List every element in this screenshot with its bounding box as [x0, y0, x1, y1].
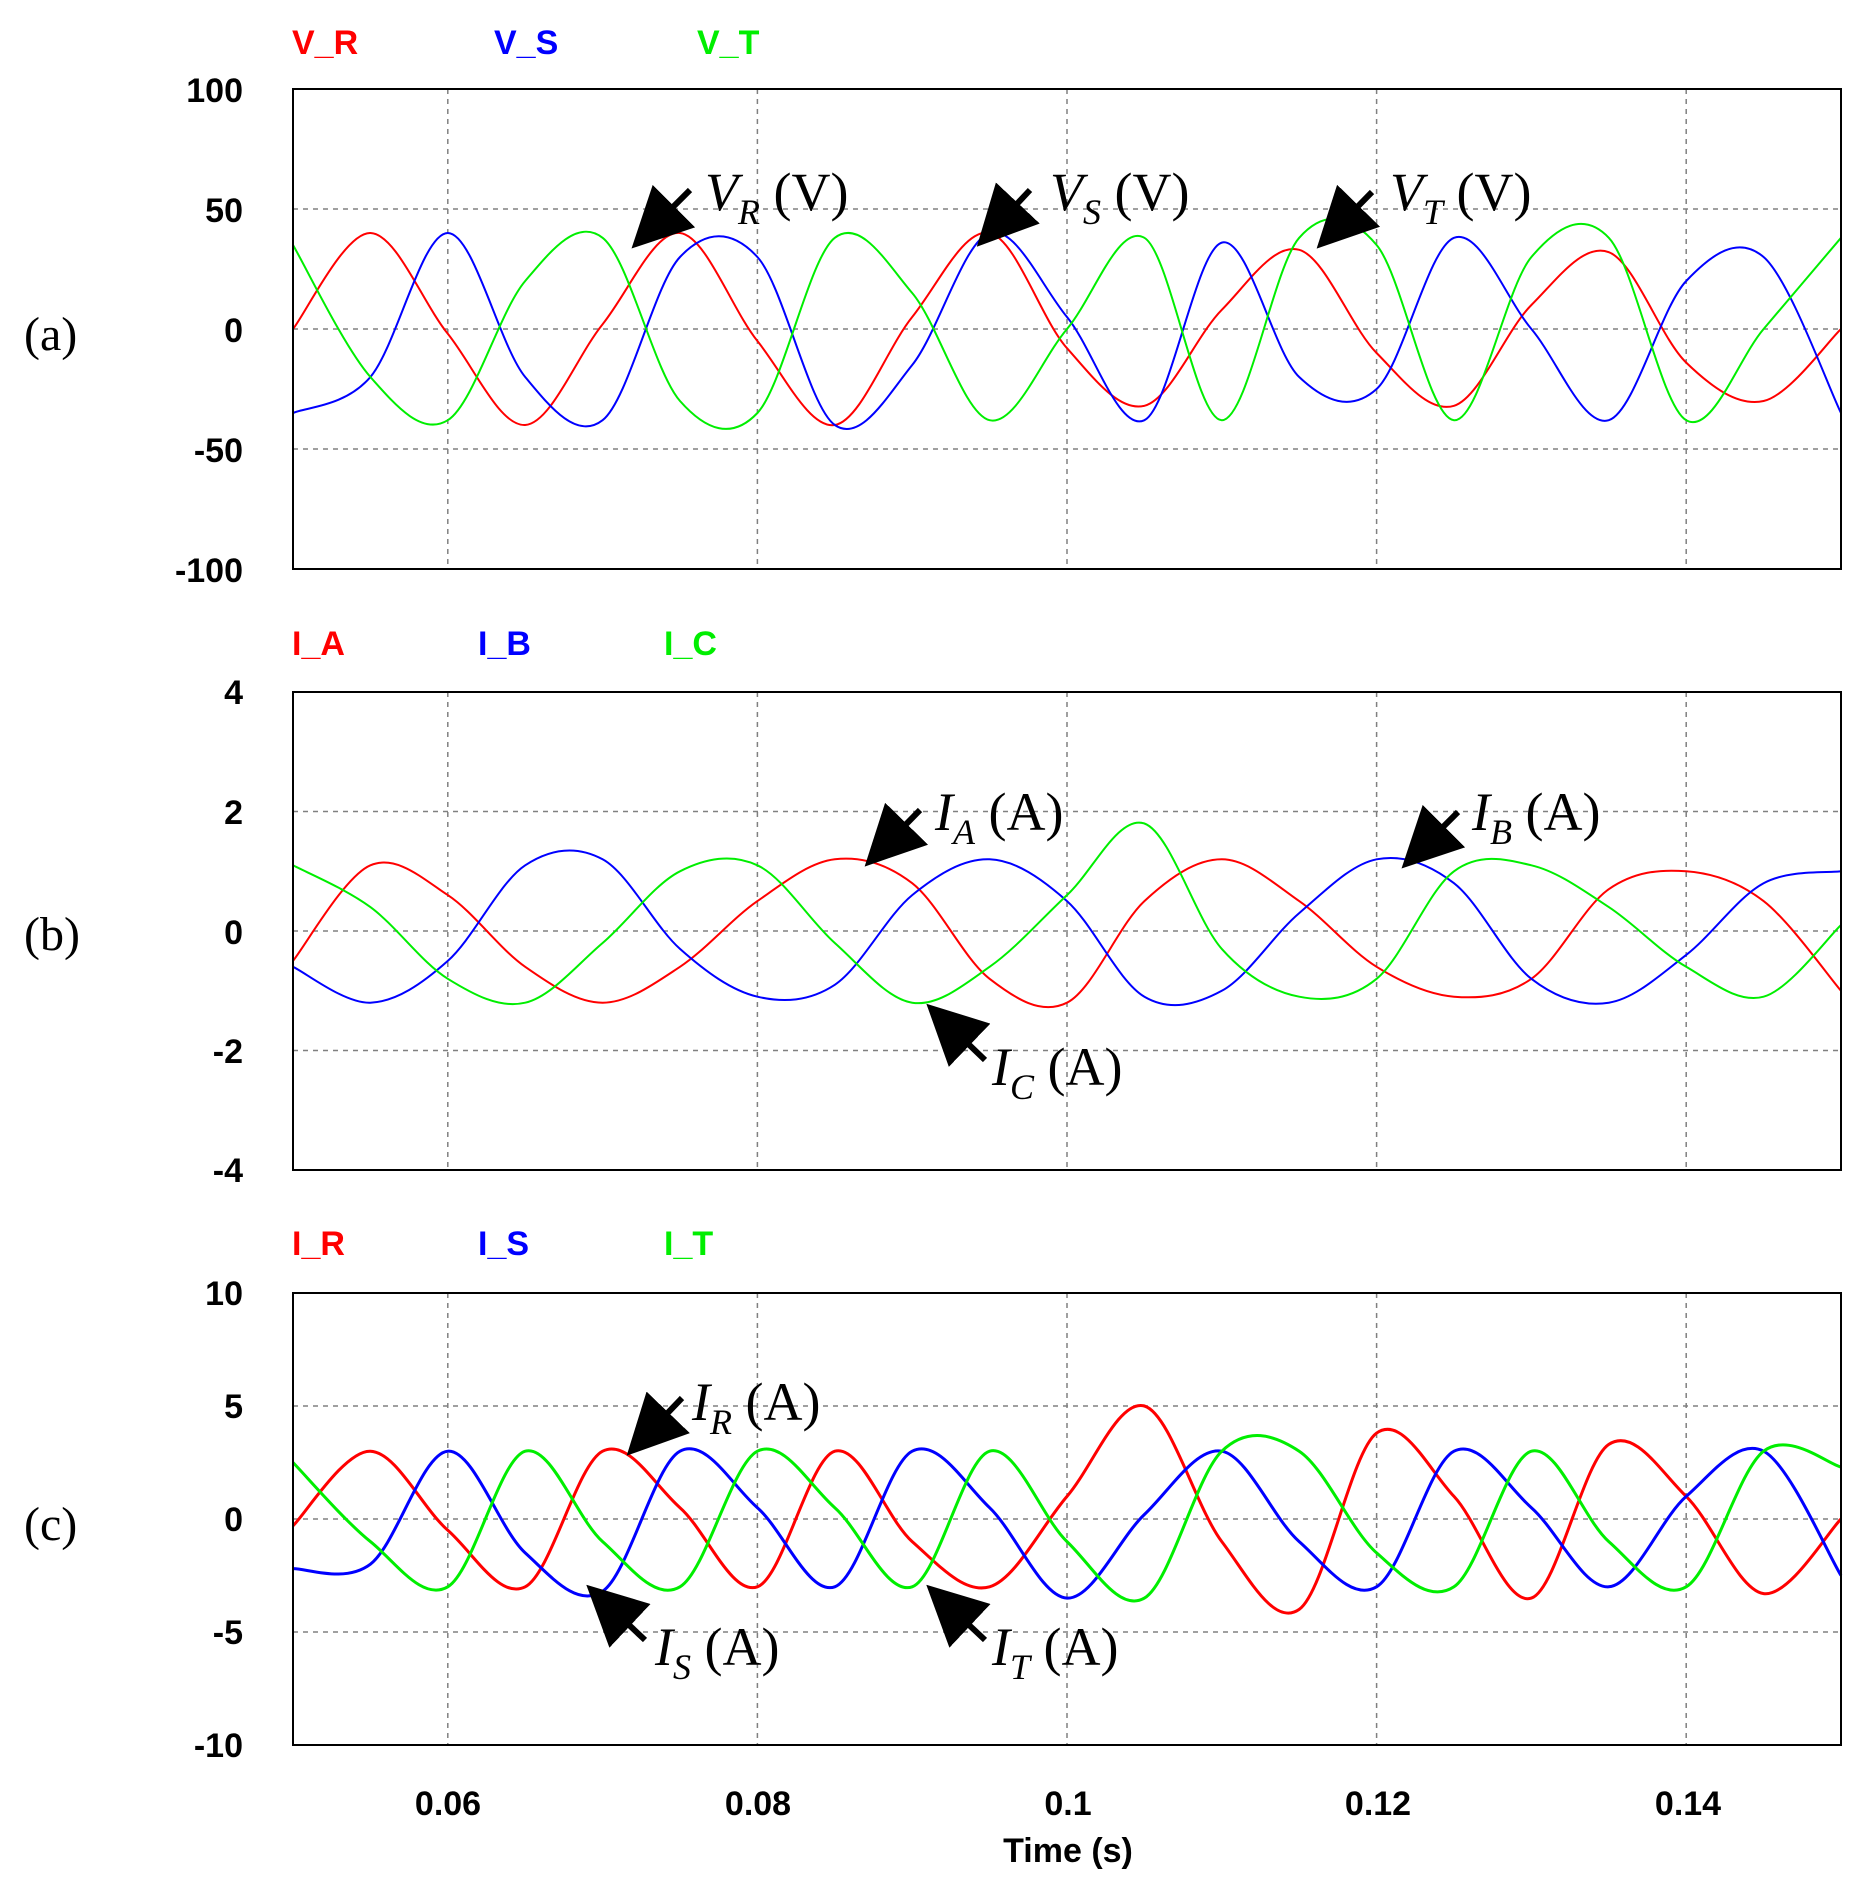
y-tick-b-0: 0	[224, 914, 243, 952]
series-line-i-b	[292, 849, 1842, 1007]
annotation-i-s: IS (A)	[654, 1617, 779, 1687]
y-tick-c-neg5: -5	[213, 1614, 243, 1652]
x-tick-0-06: 0.06	[415, 1785, 481, 1823]
series-line-v-r	[292, 231, 1842, 427]
legend-v-s: V_S	[494, 24, 558, 62]
panel-b-grid	[293, 692, 1841, 1170]
legend-i-r: I_R	[292, 1225, 345, 1263]
y-tick-a-50: 50	[205, 192, 243, 230]
y-tick-a-100: 100	[186, 72, 243, 110]
y-tick-a-neg100: -100	[175, 552, 243, 590]
panel-c: I_R I_S I_T 10 5 0 -5 -10 (c) IR (A) IS …	[24, 1225, 1843, 1870]
y-tick-b-neg2: -2	[213, 1033, 243, 1071]
legend-v-t: V_T	[697, 24, 760, 62]
legend-v-r: V_R	[292, 24, 358, 62]
panel-a-frame	[292, 88, 1842, 570]
series-line-i-c	[292, 821, 1842, 1006]
y-tick-a-neg50: -50	[194, 432, 243, 470]
y-tick-b-2: 2	[224, 794, 243, 832]
y-tick-c-0: 0	[224, 1501, 243, 1539]
series-line-i-a	[292, 857, 1842, 1009]
arrow-i-c	[926, 1003, 991, 1067]
arrow-i-r	[626, 1391, 690, 1456]
y-tick-b-4: 4	[224, 674, 243, 712]
legend-i-b: I_B	[478, 625, 531, 663]
y-tick-c-neg10: -10	[194, 1727, 243, 1765]
annotation-v-s: VS (V)	[1050, 162, 1189, 232]
panel-c-series	[291, 1404, 1843, 1615]
annotation-v-r: VR (V)	[705, 162, 848, 232]
panel-label-c: (c)	[24, 1498, 77, 1551]
arrow-i-t	[926, 1584, 991, 1648]
annotation-v-t: VT (V)	[1390, 162, 1532, 232]
x-axis-label: Time (s)	[1003, 1832, 1133, 1870]
panel-a: V_R V_S V_T 100 50 0 -50 -100 (a) VR (V)…	[24, 24, 1842, 590]
arrow-i-s	[586, 1584, 651, 1648]
annotation-i-c: IC (A)	[991, 1037, 1122, 1107]
legend-i-s: I_S	[478, 1225, 529, 1263]
panel-b-frame	[292, 691, 1842, 1171]
x-tick-0-12: 0.12	[1345, 1785, 1411, 1823]
legend-i-c: I_C	[664, 625, 717, 663]
arrow-i-b	[1401, 804, 1466, 869]
series-line-i-r	[291, 1404, 1843, 1615]
legend-i-t: I_T	[664, 1225, 713, 1263]
arrow-v-s	[976, 182, 1040, 247]
series-line-v-s	[292, 231, 1842, 431]
panel-c-frame	[292, 1292, 1842, 1746]
x-tick-0-1: 0.1	[1044, 1785, 1091, 1823]
y-tick-a-0: 0	[224, 312, 243, 350]
series-line-v-t	[292, 217, 1842, 430]
arrow-v-r	[631, 184, 696, 249]
arrow-i-a	[864, 802, 929, 867]
panel-c-grid	[293, 1293, 1841, 1745]
annotation-i-t: IT (A)	[991, 1617, 1118, 1687]
panel-a-series	[292, 217, 1842, 431]
series-line-i-t	[291, 1434, 1842, 1603]
arrow-v-t	[1316, 184, 1381, 249]
x-tick-0-14: 0.14	[1655, 1785, 1721, 1823]
panel-b-series	[292, 821, 1842, 1009]
annotation-i-a: IA (A)	[934, 782, 1063, 852]
y-tick-c-5: 5	[224, 1388, 243, 1426]
series-line-i-s	[292, 1446, 1843, 1600]
x-tick-0-08: 0.08	[725, 1785, 791, 1823]
panel-b: I_A I_B I_C 4 2 0 -2 -4 (b) IA (A) IB (A…	[24, 625, 1842, 1190]
annotation-i-r: IR (A)	[691, 1372, 820, 1442]
y-tick-c-10: 10	[205, 1275, 243, 1313]
panel-label-a: (a)	[24, 308, 77, 361]
annotation-i-b: IB (A)	[1471, 782, 1600, 852]
y-tick-b-neg4: -4	[213, 1152, 243, 1190]
legend-i-a: I_A	[292, 625, 345, 663]
panel-label-b: (b)	[24, 908, 80, 961]
